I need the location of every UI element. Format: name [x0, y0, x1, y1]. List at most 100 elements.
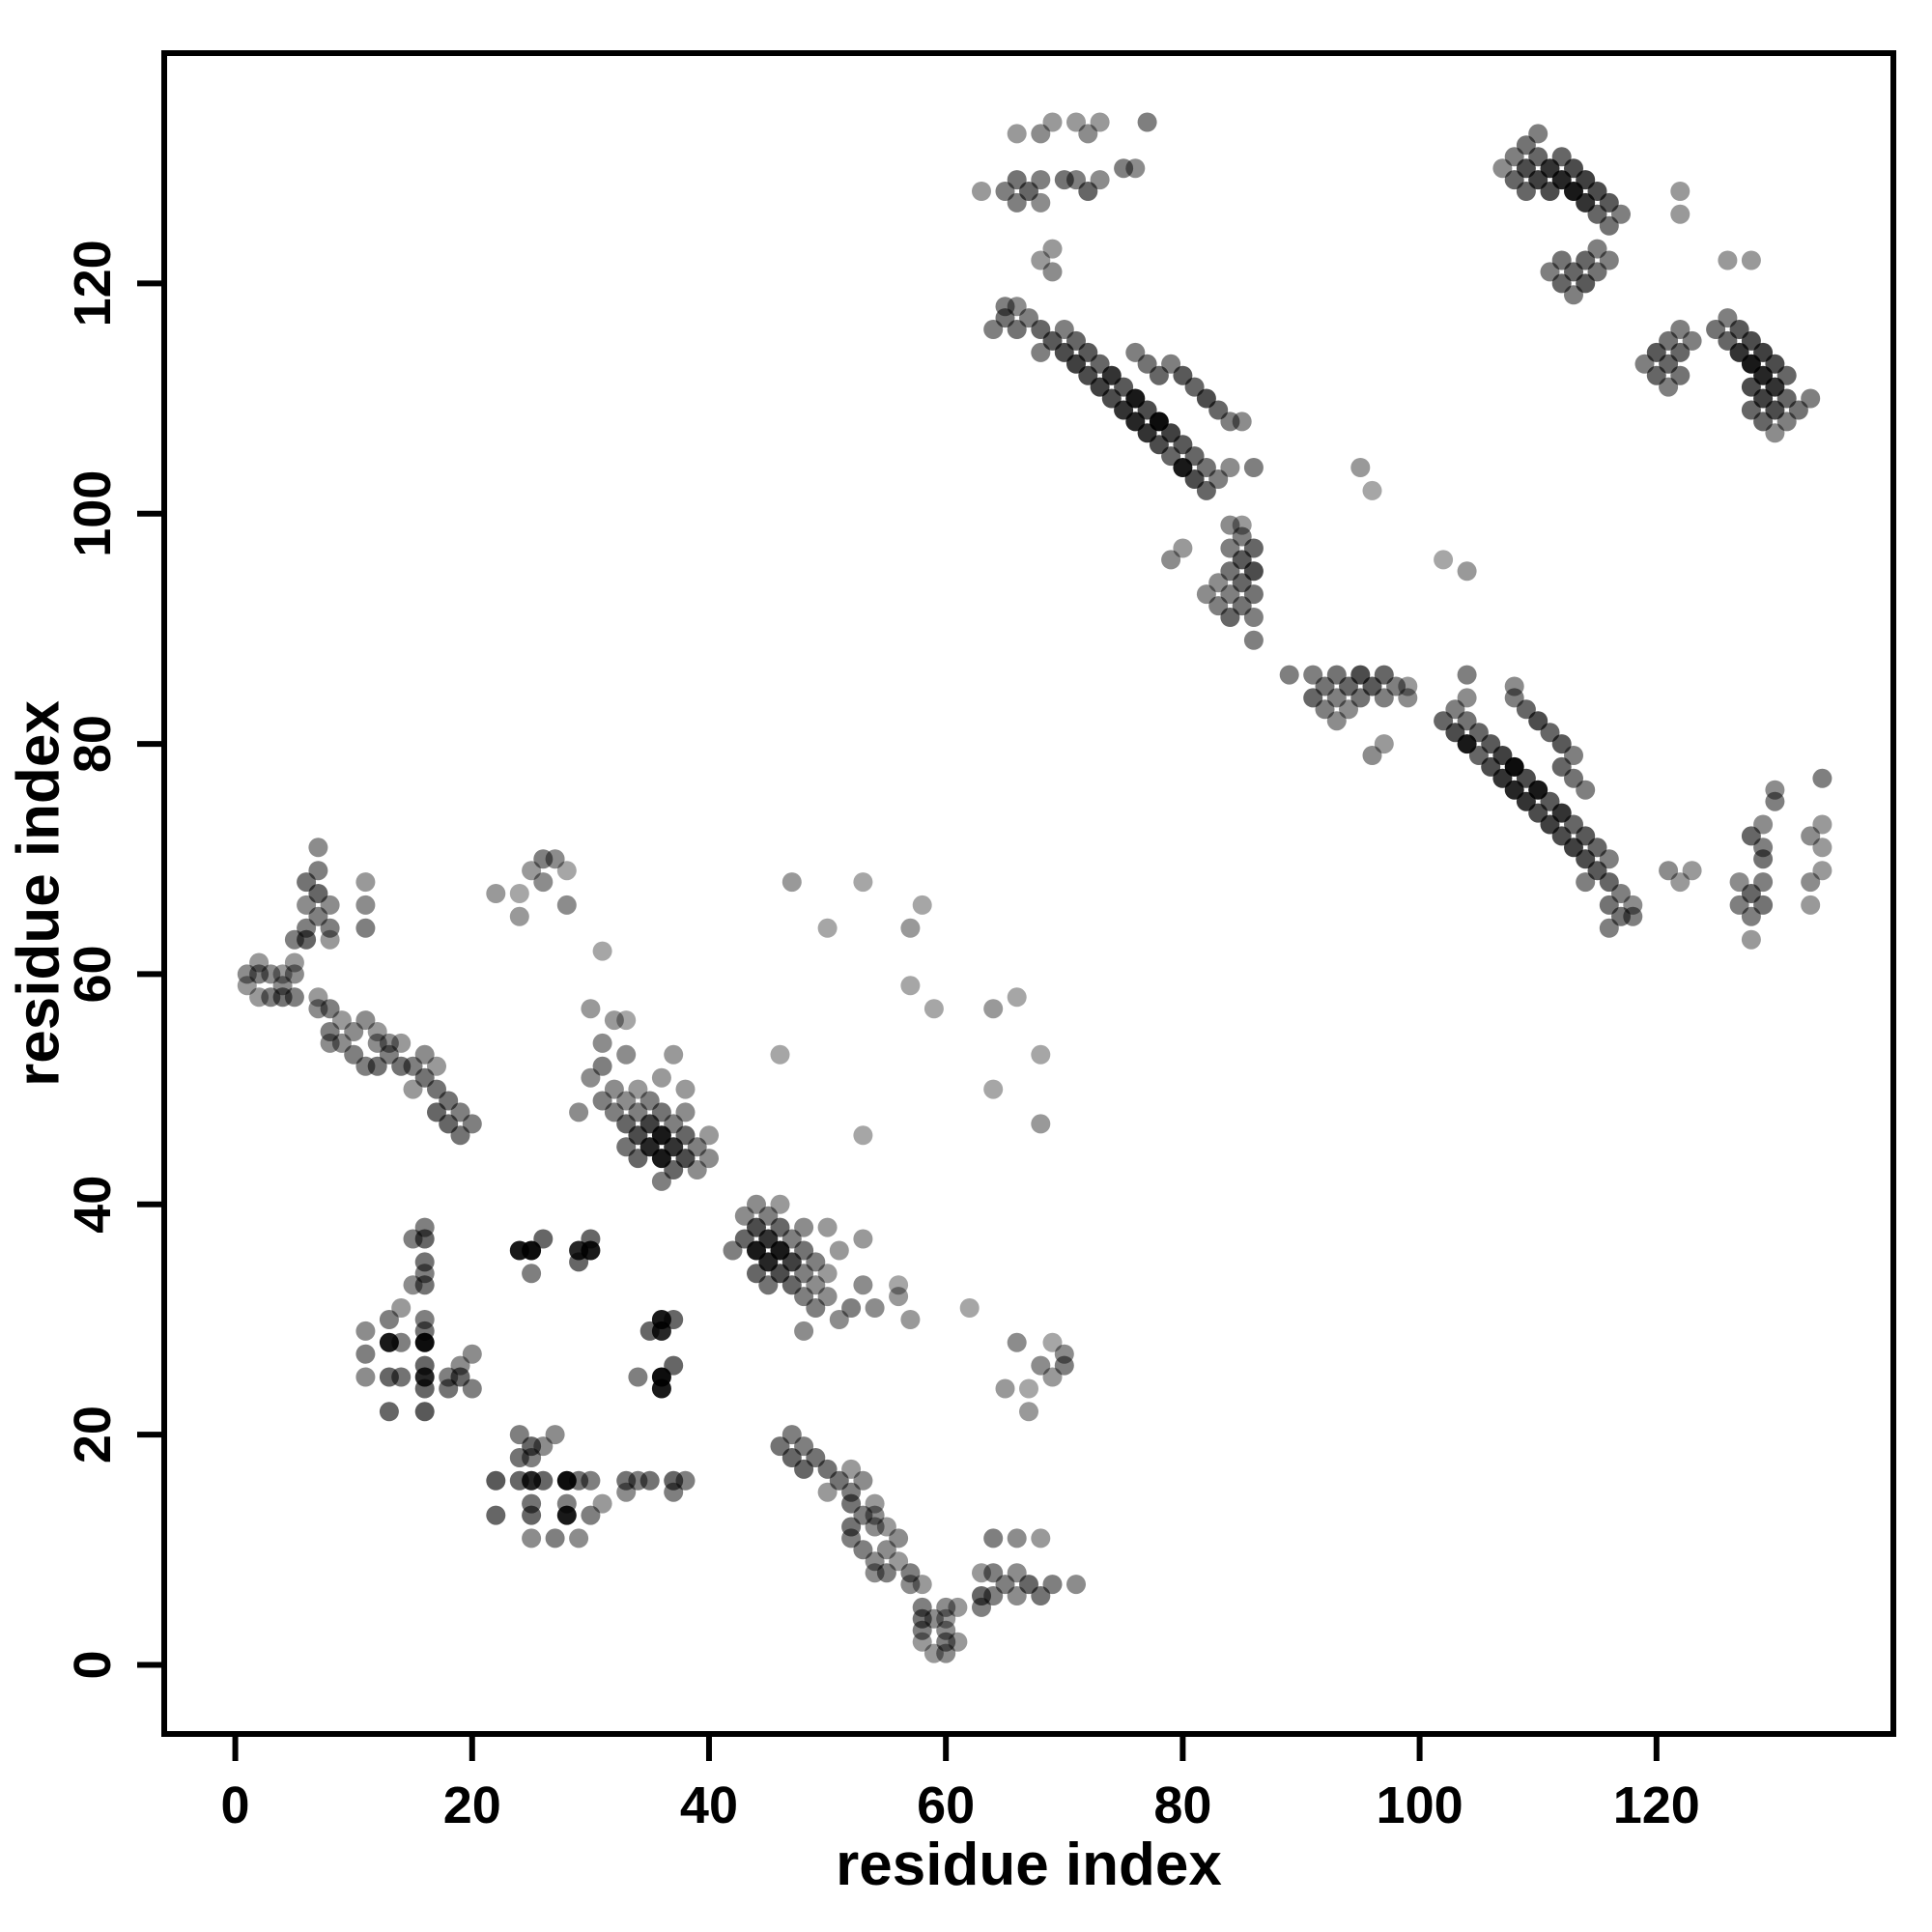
- data-point: [509, 906, 529, 926]
- data-point: [1031, 250, 1051, 270]
- data-point: [1801, 388, 1821, 409]
- data-point: [331, 1010, 352, 1031]
- data-point: [297, 918, 317, 938]
- data-point: [1587, 861, 1607, 881]
- data-point: [1564, 768, 1583, 788]
- data-point: [1718, 250, 1738, 270]
- data-point: [1670, 320, 1690, 339]
- data-point: [794, 1321, 814, 1341]
- x-tick-label: 20: [443, 1776, 501, 1834]
- data-point: [414, 1044, 435, 1065]
- data-point: [1007, 1563, 1027, 1583]
- data-point: [1350, 458, 1371, 477]
- data-point: [1220, 584, 1240, 605]
- data-point: [414, 1310, 435, 1329]
- data-point: [439, 1091, 459, 1111]
- data-point: [533, 1229, 554, 1249]
- data-point: [1564, 746, 1583, 765]
- data-point: [734, 1206, 754, 1226]
- data-point: [1528, 803, 1548, 823]
- data-point: [592, 1056, 612, 1076]
- data-point: [628, 1079, 648, 1099]
- data-point: [249, 964, 270, 984]
- data-point: [414, 1217, 435, 1237]
- data-point: [604, 1010, 624, 1031]
- data-point: [367, 1022, 387, 1041]
- data-point: [865, 1493, 885, 1514]
- data-point: [1776, 365, 1797, 385]
- data-point: [664, 1114, 684, 1134]
- data-point: [1434, 711, 1454, 731]
- data-point: [983, 1528, 1004, 1548]
- data-point: [1243, 561, 1264, 582]
- data-point: [1042, 112, 1063, 132]
- data-point: [391, 1033, 412, 1053]
- data-point: [853, 1125, 873, 1146]
- data-point: [1125, 342, 1146, 362]
- data-point: [936, 1620, 956, 1640]
- data-point: [1031, 124, 1051, 144]
- data-point: [1468, 723, 1489, 743]
- data-point: [556, 861, 577, 881]
- data-point: [391, 1367, 412, 1387]
- data-point: [592, 1493, 612, 1514]
- data-point: [1659, 861, 1679, 881]
- data-point: [747, 1194, 766, 1214]
- data-point: [1019, 308, 1038, 328]
- data-point: [1243, 538, 1264, 558]
- data-point: [249, 952, 270, 973]
- data-point: [1125, 388, 1146, 409]
- data-point: [1196, 458, 1216, 477]
- data-point: [1646, 365, 1666, 385]
- data-point: [1516, 182, 1536, 201]
- data-point: [1031, 1044, 1051, 1065]
- data-point: [1587, 204, 1607, 224]
- data-point: [675, 1470, 696, 1491]
- data-point: [604, 1079, 624, 1099]
- data-point: [1551, 273, 1572, 294]
- data-point: [462, 1344, 482, 1364]
- data-point: [1646, 342, 1666, 362]
- data-point: [1101, 365, 1122, 385]
- data-point: [912, 895, 932, 915]
- data-point: [1007, 1332, 1027, 1352]
- data-point: [1078, 342, 1098, 362]
- data-point: [1576, 872, 1596, 893]
- data-point: [533, 1436, 554, 1457]
- data-point: [522, 1264, 542, 1284]
- data-point: [1114, 158, 1134, 179]
- data-point: [616, 1010, 637, 1031]
- data-point: [308, 861, 328, 881]
- data-point: [889, 1287, 909, 1307]
- data-point: [983, 1586, 1004, 1605]
- data-point: [355, 872, 376, 893]
- data-point: [1729, 342, 1749, 362]
- data-point: [272, 976, 293, 996]
- data-point: [983, 1563, 1004, 1583]
- data-point: [344, 1044, 364, 1065]
- y-tick-label: 80: [64, 715, 122, 773]
- data-point: [1007, 170, 1027, 190]
- data-point: [900, 1310, 921, 1329]
- data-point: [1078, 124, 1098, 144]
- data-point: [344, 1022, 364, 1041]
- data-point: [747, 1240, 766, 1261]
- data-point: [817, 1287, 838, 1307]
- data-point: [1054, 1344, 1074, 1364]
- data-point: [1066, 1575, 1086, 1595]
- data-point: [1279, 665, 1299, 685]
- data-point: [556, 1493, 577, 1514]
- y-tick-label: 20: [64, 1406, 122, 1463]
- data-point: [1019, 1402, 1038, 1422]
- data-point: [936, 1632, 956, 1652]
- data-point: [1031, 1528, 1051, 1548]
- plot-border: [161, 50, 1896, 1737]
- data-point: [1007, 297, 1027, 317]
- data-point: [1362, 746, 1382, 765]
- data-point: [1243, 608, 1264, 627]
- data-point: [1551, 147, 1572, 167]
- data-point: [569, 1102, 589, 1122]
- data-point: [1706, 320, 1726, 339]
- data-point: [1812, 814, 1833, 835]
